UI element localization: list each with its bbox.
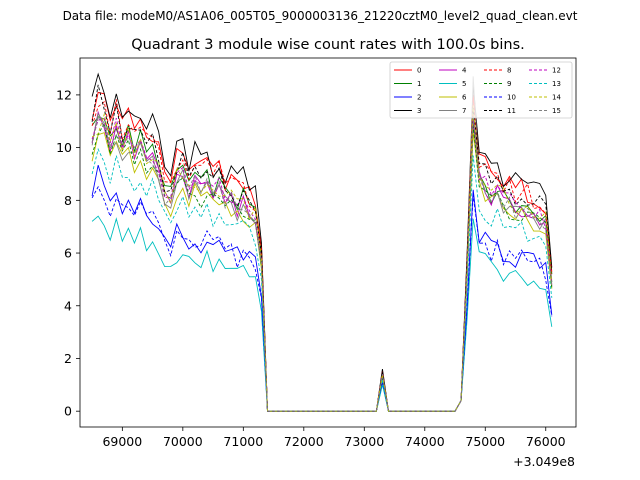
legend-label-14: 14 [552,94,561,102]
legend-label-4: 4 [462,67,467,75]
x-tick-label: 72000 [284,434,324,449]
x-tick-label: 70000 [163,434,203,449]
legend-label-12: 12 [552,67,561,75]
legend-box [389,61,573,119]
legend-label-9: 9 [507,80,511,88]
x-tick-label: 69000 [102,434,142,449]
legend-label-2: 2 [417,94,421,102]
y-axis: 0 2 4 6 8 10 12 [56,87,80,419]
x-tick-label: 74000 [405,434,445,449]
legend-label-13: 13 [552,80,561,88]
legend-label-11: 11 [507,107,516,115]
chart-suptitle: Data file: modeM0/AS1A06_005T05_90000031… [63,9,578,23]
y-tick-label: 4 [64,298,72,313]
series-line-14 [91,105,553,412]
y-tick-label: 12 [56,87,72,102]
y-tick-label: 2 [64,351,72,366]
x-tick-label: 75000 [465,434,505,449]
plot-background [80,58,576,427]
legend-label-3: 3 [417,107,421,115]
legend-label-5: 5 [462,80,466,88]
legend-label-0: 0 [417,67,421,75]
legend-label-15: 15 [552,107,561,115]
y-tick-label: 6 [64,246,72,261]
legend-label-6: 6 [462,94,467,102]
y-tick-label: 8 [64,193,72,208]
plot-frame [79,57,577,428]
series-line-15 [91,115,553,412]
legend-label-1: 1 [417,80,421,88]
legend-label-10: 10 [507,94,516,102]
plot-area [79,57,577,428]
x-tick-label: 71000 [223,434,263,449]
x-offset-label: +3.049e8 [513,454,575,469]
y-tick-label: 0 [64,404,72,419]
x-tick-label: 73000 [344,434,384,449]
legend-label-7: 7 [462,107,466,115]
chart-title: Quadrant 3 module wise count rates with … [131,37,525,53]
series-line-9 [91,122,553,412]
x-axis: 69000 70000 71000 72000 73000 74000 75000 76000 [102,427,566,449]
series-lines [91,72,553,412]
legend-label-8: 8 [507,67,511,75]
x-tick-label: 76000 [526,434,566,449]
y-tick-label: 10 [56,140,72,155]
